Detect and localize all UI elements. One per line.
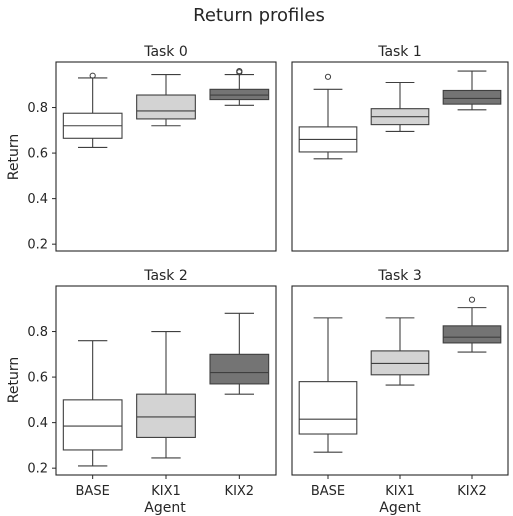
- panel-frame: [291, 285, 509, 476]
- panel-0: Task 0 0.2 0.4 0.6 0.8: [27, 44, 277, 253]
- box-base: [298, 73, 358, 160]
- x-tick-label: BASE: [311, 484, 345, 499]
- box-kix1: [370, 317, 430, 386]
- box-kix1: [370, 81, 430, 133]
- x-tick-label: KIX1: [385, 484, 415, 499]
- y-tick-label: 0.2: [27, 238, 48, 253]
- x-tick-label: BASE: [76, 484, 110, 499]
- box-iqr: [370, 350, 430, 376]
- outlier-point: [468, 296, 476, 303]
- outlier-point: [236, 68, 243, 75]
- box-iqr: [442, 325, 502, 344]
- x-tick-label: KIX2: [457, 484, 487, 499]
- y-tick-label: 0.4: [27, 192, 48, 207]
- panel-title: Task 2: [143, 268, 188, 284]
- outlier-point: [324, 73, 332, 80]
- y-tick-label: 0.4: [27, 416, 48, 431]
- box-base: [62, 72, 123, 148]
- panel-frame: [291, 61, 509, 252]
- outlier-point: [89, 72, 96, 79]
- panels-group: Task 0 0.2 0.4 0.6 0.8 Task 1 Task 2 0.2 0.4 0.6 0…: [27, 44, 509, 499]
- box-iqr: [136, 393, 196, 438]
- box-kix1: [136, 73, 196, 127]
- figure-title: Return profiles: [193, 5, 325, 26]
- panel-1: Task 1: [291, 44, 509, 252]
- box-iqr: [209, 88, 270, 101]
- y-tick-label: 0.2: [27, 462, 48, 477]
- panel-2: Task 2 0.2 0.4 0.6 0.8 BASE KIX1 KIX2: [27, 268, 277, 499]
- y-tick-label: 0.8: [27, 101, 48, 116]
- y-tick-label: 0.6: [27, 147, 48, 162]
- box-kix2: [209, 312, 270, 395]
- panel-frame: [55, 285, 277, 476]
- y-axis-label-bottom: Return: [6, 357, 22, 403]
- y-tick-label: 0.8: [27, 325, 48, 340]
- box-base: [298, 317, 358, 453]
- x-tick-label: KIX1: [151, 484, 181, 499]
- panel-title: Task 3: [377, 268, 422, 284]
- box-iqr: [62, 399, 123, 451]
- panel-3: Task 3 BASE KIX1 KIX2: [291, 268, 509, 499]
- box-iqr: [209, 353, 270, 385]
- panel-frame: [55, 61, 277, 252]
- x-tick-label: KIX2: [225, 484, 255, 499]
- box-kix1: [136, 330, 196, 459]
- box-iqr: [298, 381, 358, 435]
- x-axis-label-right: Agent: [379, 500, 421, 516]
- box-iqr: [442, 89, 502, 105]
- box-iqr: [136, 94, 196, 120]
- x-axis-label-left: Agent: [144, 500, 186, 516]
- box-base: [62, 340, 123, 467]
- y-tick-label: 0.6: [27, 371, 48, 386]
- box-kix2: [209, 68, 270, 106]
- panel-title: Task 1: [377, 44, 422, 60]
- panel-title: Task 0: [143, 44, 188, 60]
- box-kix2: [442, 296, 502, 353]
- box-kix2: [442, 70, 502, 111]
- y-axis-label-top: Return: [6, 134, 22, 180]
